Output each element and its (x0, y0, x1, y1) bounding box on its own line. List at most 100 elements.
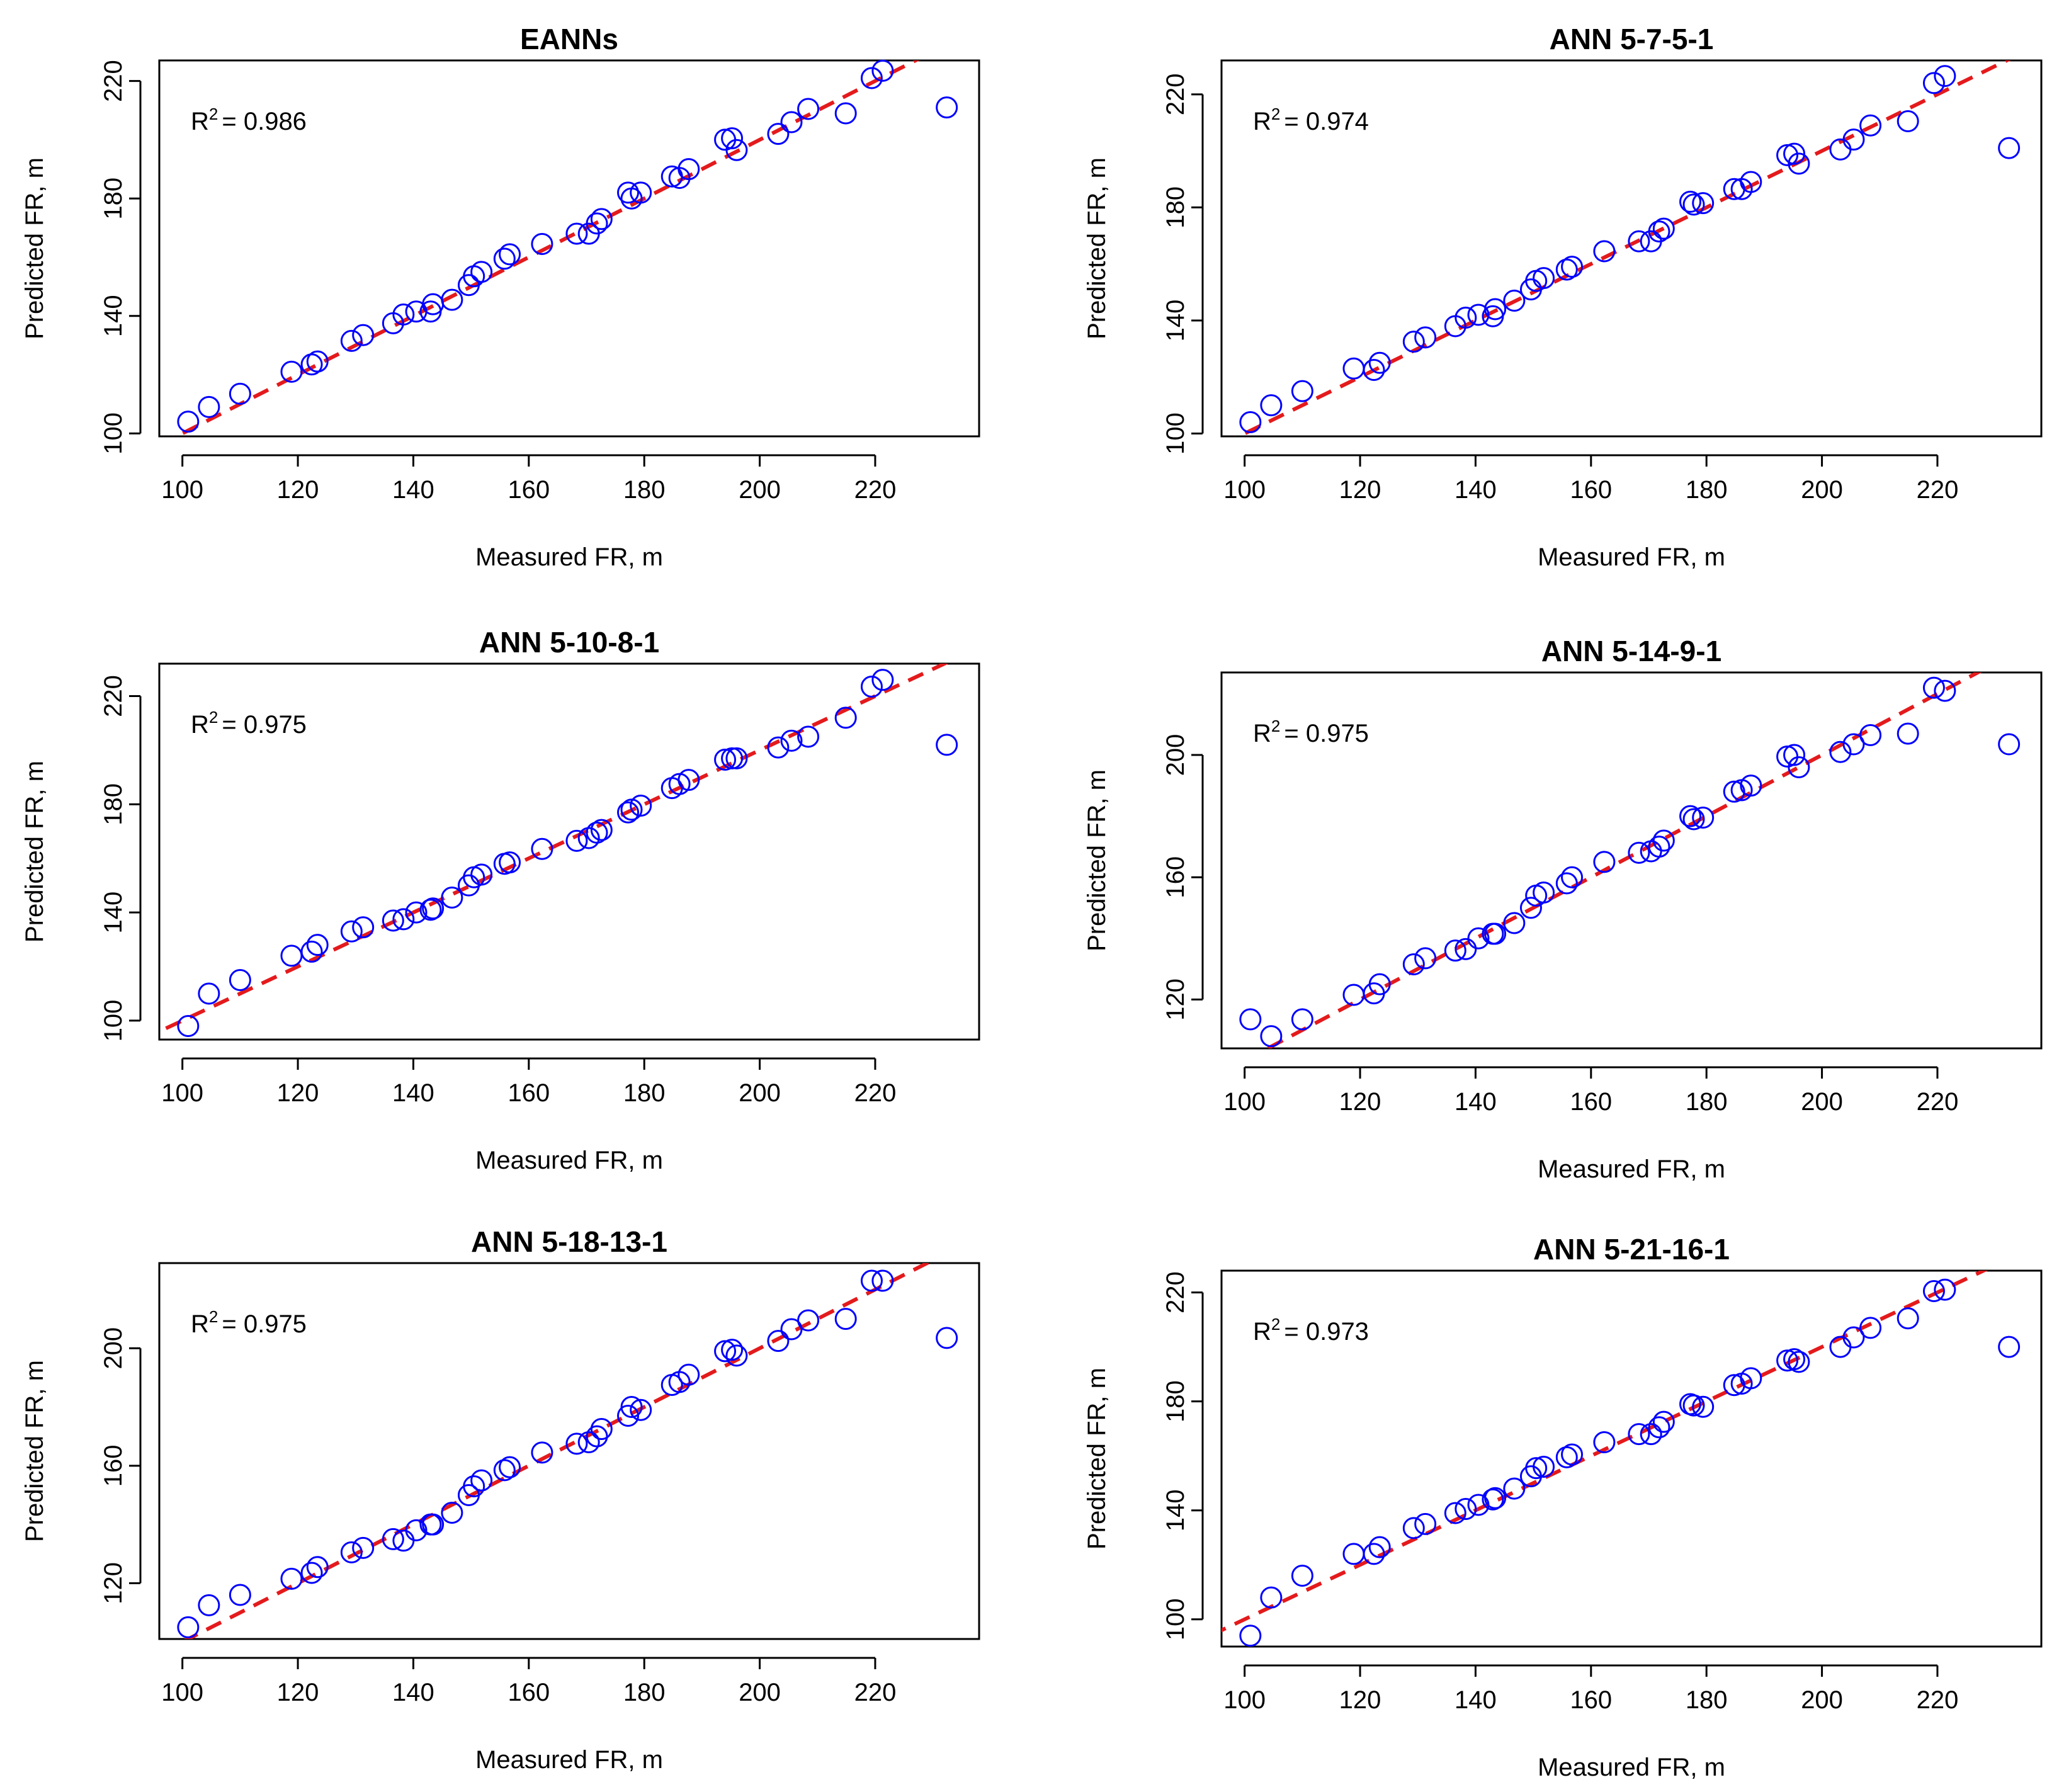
data-point (1682, 808, 1705, 831)
plot-frame (1220, 59, 2043, 438)
data-point (1628, 1423, 1650, 1446)
plot-frame (158, 662, 980, 1041)
data-point (725, 1344, 748, 1367)
data-point (834, 1308, 857, 1330)
x-tick-label: 220 (1917, 1088, 1959, 1116)
data-point (577, 1431, 600, 1454)
plot-frame (158, 59, 980, 438)
data-point (678, 1363, 700, 1386)
data-point (721, 1339, 744, 1361)
data-point (871, 59, 894, 82)
data-point (1484, 1487, 1507, 1509)
y-axis-label: Predicted FR, m (1083, 769, 1111, 951)
r2-annotation: R2 = 0.973 (1253, 1315, 1369, 1346)
data-point (1640, 1423, 1662, 1446)
panel-ann-5-7-5-1: 100 120 140 160 180 200 220 100 140 180 220 ANN 5-7… (1083, 23, 2043, 571)
data-point (620, 798, 643, 821)
data-point (499, 851, 521, 874)
data-point (936, 1327, 958, 1349)
data-point (1679, 190, 1702, 213)
data-point (441, 1501, 463, 1524)
data-point (590, 208, 613, 230)
data-point (678, 769, 700, 791)
x-tick-label: 160 (1570, 1088, 1612, 1116)
data-point (1628, 230, 1650, 252)
x-tick-label: 100 (1223, 1088, 1266, 1116)
data-point (1555, 258, 1578, 281)
x-tick-label: 140 (392, 1679, 434, 1706)
fit-line (184, 1263, 932, 1639)
data-point (797, 725, 820, 748)
data-point (422, 1513, 445, 1536)
data-point (1593, 1431, 1616, 1454)
x-tick-label: 140 (1454, 1088, 1497, 1116)
x-tick-label: 160 (507, 476, 550, 504)
data-point (834, 706, 857, 729)
data-point (1467, 927, 1490, 950)
fit-line (172, 60, 920, 436)
r2-annotation: R2 = 0.975 (1253, 717, 1369, 747)
y-tick-label: 140 (1162, 1489, 1189, 1531)
x-tick-label: 140 (392, 476, 434, 504)
x-tick-label: 180 (623, 476, 666, 504)
data-point (1783, 744, 1806, 766)
data-point (531, 233, 553, 256)
data-point (1998, 137, 2021, 159)
data-point (177, 411, 200, 433)
x-tick-label: 160 (1570, 476, 1612, 504)
data-point (714, 1340, 737, 1363)
data-point (441, 288, 463, 311)
data-point (392, 908, 415, 931)
data-point (405, 1519, 428, 1541)
data-point (1783, 142, 1806, 165)
data-point (1648, 836, 1670, 858)
data-point (860, 67, 883, 89)
data-point (1484, 298, 1507, 320)
data-point (1776, 1349, 1799, 1372)
data-point (1467, 303, 1490, 326)
data-point (493, 247, 516, 270)
x-tick-label: 100 (161, 476, 203, 504)
y-tick-label: 120 (99, 1562, 127, 1604)
panel-ann-5-14-9-1: 100 120 140 160 180 200 220 120 160 200 ANN 5-14-9… (1083, 635, 2043, 1183)
data-point (1593, 851, 1616, 873)
x-tick-label: 120 (277, 476, 319, 504)
data-point (1934, 1278, 1956, 1301)
data-point (1533, 267, 1555, 290)
data-point (1239, 1008, 1262, 1031)
data-point (229, 1584, 251, 1606)
data-point (1561, 256, 1584, 278)
data-point (1648, 220, 1670, 243)
data-point (382, 909, 404, 932)
y-tick-label: 220 (99, 675, 127, 717)
data-point (725, 747, 748, 769)
y-tick-label: 140 (99, 892, 127, 934)
data-point (721, 127, 744, 150)
data-point (617, 181, 640, 204)
panel-ann-5-21-16-1: 100 120 140 160 180 200 220 100 140 180 220 ANN 5-2… (1083, 1233, 2043, 1781)
data-point (714, 748, 737, 771)
data-point (620, 1396, 643, 1419)
y-tick-label: 220 (99, 60, 127, 102)
x-tick-label: 160 (1570, 1686, 1612, 1714)
x-tick-label: 100 (1223, 1686, 1266, 1714)
x-tick-label: 100 (161, 1079, 203, 1107)
y-tick-label: 120 (1162, 978, 1189, 1021)
data-point (198, 982, 220, 1005)
data-point (1776, 144, 1799, 166)
y-tick-label: 140 (1162, 300, 1189, 342)
data-point (1897, 110, 1919, 133)
data-point (1555, 1446, 1578, 1468)
data-point (1788, 152, 1810, 175)
panel-title: ANN 5-10-8-1 (479, 626, 659, 659)
data-point (177, 1616, 200, 1638)
data-point (1454, 1498, 1477, 1521)
data-point (1482, 1488, 1504, 1511)
x-tick-label: 220 (854, 1679, 897, 1706)
y-tick-label: 100 (1162, 1598, 1189, 1640)
data-point (382, 1528, 404, 1550)
data-point (1555, 872, 1578, 895)
data-point (797, 98, 820, 120)
data-point (1402, 1517, 1425, 1540)
data-point (422, 897, 445, 920)
